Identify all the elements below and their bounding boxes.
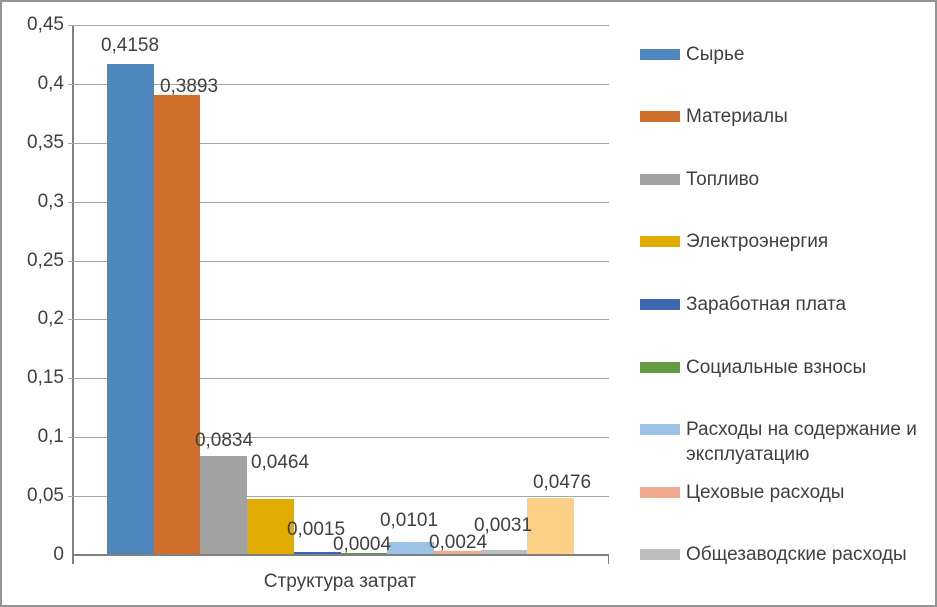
bar-value-label: 0,0015	[286, 519, 346, 540]
bar-value-label: 0,4158	[100, 35, 160, 56]
bar-1-Сырье	[107, 64, 154, 554]
gridline-0,05	[68, 496, 609, 497]
y-tick-label: 0,05	[27, 485, 64, 506]
legend-label: Электроэнергия	[686, 231, 829, 252]
gridline-0,45	[68, 25, 609, 26]
legend-label: Цеховые расходы	[686, 482, 845, 503]
y-tick-label: 0,3	[37, 191, 64, 212]
legend-color-swatch	[640, 424, 680, 435]
legend-color-swatch	[640, 49, 680, 60]
legend-color-swatch	[640, 111, 680, 122]
legend: Сырье Материалы Топливо Электроэнергия Зараб…	[640, 2, 935, 605]
gridline-0,4	[68, 84, 609, 85]
y-tick-label: 0	[53, 544, 64, 565]
x-axis-title: Структура затрат	[263, 571, 417, 592]
legend-label: Топливо	[686, 169, 760, 190]
bar-9-Общезаводские расходы	[481, 550, 527, 554]
y-tick-label: 0,2	[37, 308, 64, 329]
bar-3-Топливо	[200, 456, 247, 554]
bar-value-label: 0,3893	[159, 76, 219, 97]
legend-color-swatch	[640, 487, 680, 498]
legend-color-swatch	[640, 299, 680, 310]
y-axis-line	[72, 25, 74, 563]
bar-value-label: 0,0024	[428, 532, 488, 553]
y-tick-label: 0,45	[27, 14, 64, 35]
y-tick-label: 0,15	[27, 367, 64, 388]
legend-color-swatch	[640, 362, 680, 373]
legend-label: Сырье	[686, 44, 745, 65]
legend-label: Заработная плата	[686, 294, 847, 315]
legend-label: Общезаводские расходы	[686, 544, 907, 565]
bar-value-label: 0,0101	[379, 510, 439, 531]
gridline-0,35	[68, 143, 609, 144]
bar-2-Материалы	[154, 95, 200, 554]
y-tick-label: 0,1	[37, 426, 64, 447]
x-axis-line	[72, 554, 609, 556]
bar-10	[527, 498, 574, 554]
gridline-0,1	[68, 437, 609, 438]
y-tick-label: 0,25	[27, 250, 64, 271]
gridline-0,15	[68, 378, 609, 379]
bar-value-label: 0,0004	[332, 534, 392, 555]
bar-value-label: 0,0464	[250, 452, 310, 473]
gridline-0,3	[68, 202, 609, 203]
bar-7-Расходы на содержание и эксплуатацию	[387, 542, 434, 554]
legend-label: Расходы на содержание и эксплуатацию	[686, 419, 917, 465]
bar-value-label: 0,0476	[532, 472, 592, 493]
legend-label: Материалы	[686, 106, 788, 127]
legend-color-swatch	[640, 174, 680, 185]
legend-color-swatch	[640, 549, 680, 560]
y-tick-label: 0,35	[27, 132, 64, 153]
legend-color-swatch	[640, 236, 680, 247]
bar-8-Цеховые расходы	[434, 551, 481, 554]
bar-4-Электроэнергия	[247, 499, 294, 554]
plot-area: 0,4158 0,3893 0,0834 0,0464 0,0015 0,0004 0,01…	[68, 25, 609, 564]
legend-label: Социальные взносы	[686, 357, 867, 378]
bar-value-label: 0,0834	[194, 430, 254, 451]
axis-tick	[72, 556, 74, 564]
bar-value-label: 0,0031	[473, 515, 533, 536]
bar-5-Заработная плата	[294, 552, 341, 554]
bar-6-Социальные взносы	[341, 553, 387, 554]
gridline-0,2	[68, 319, 609, 320]
axis-tick	[608, 556, 609, 564]
gridline-0,25	[68, 261, 609, 262]
y-tick-label: 0,4	[37, 73, 64, 94]
